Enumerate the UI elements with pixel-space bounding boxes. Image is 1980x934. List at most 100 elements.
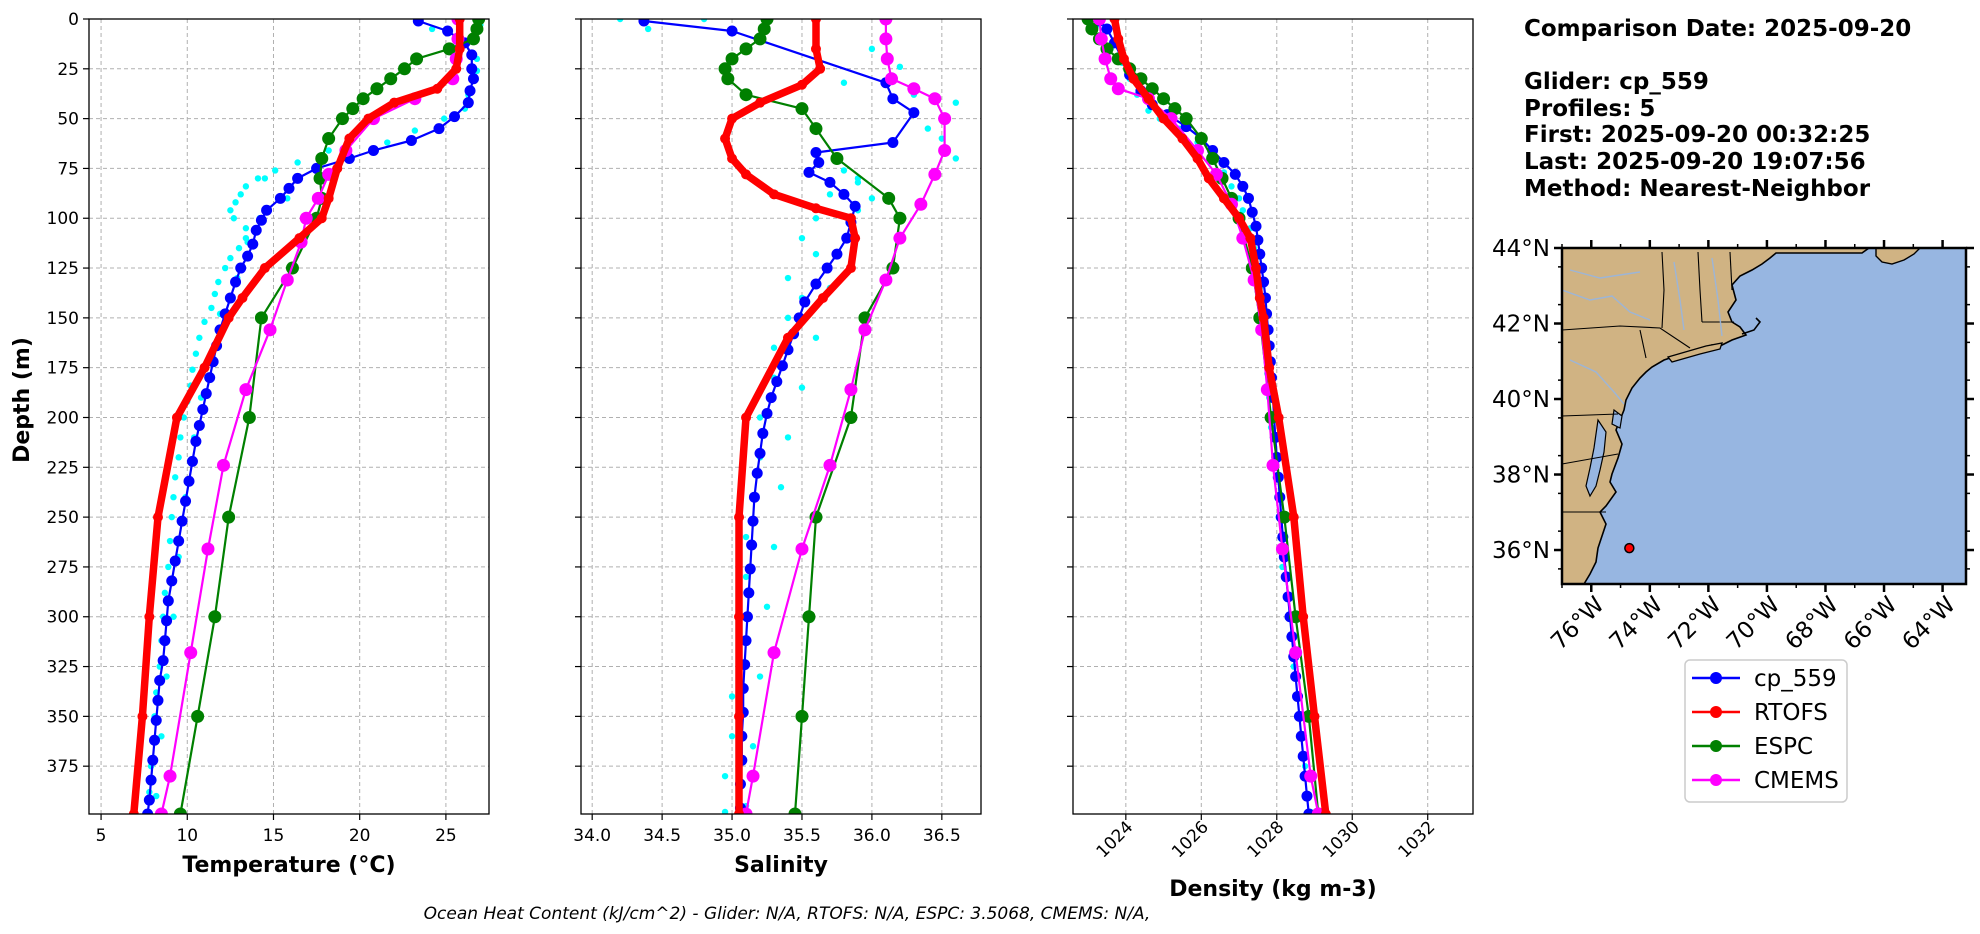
first-profile-time: First: 2025-09-20 00:32:25 xyxy=(1524,122,1870,148)
salinity-glider-scatter-point xyxy=(784,314,792,322)
salinity-cp-559-point xyxy=(743,587,755,599)
salinity-cp-559-point xyxy=(751,467,763,479)
density-cmems-point xyxy=(1094,32,1108,46)
temperature-espc-point xyxy=(322,132,336,146)
density-cmems-point xyxy=(1266,458,1280,472)
temperature-cp-559-point xyxy=(250,224,262,236)
temperature-cp-559-point xyxy=(166,575,178,587)
temperature-cp-559-point xyxy=(183,475,195,487)
salinity-cmems-point xyxy=(823,458,837,472)
density-espc-point xyxy=(1168,102,1182,116)
temperature-rtofs-point xyxy=(454,43,465,54)
depth-tick-label: 0 xyxy=(68,10,79,30)
salinity-rtofs-point xyxy=(727,113,738,124)
map-land xyxy=(1562,248,1871,584)
temperature-glider-scatter-point xyxy=(175,454,182,461)
salinity-glider-scatter-point xyxy=(812,334,820,341)
salinity-rtofs-point xyxy=(815,63,826,74)
salinity-espc-point xyxy=(725,52,739,66)
temperature-cp-559-point xyxy=(467,73,479,85)
temperature-glider-scatter-point xyxy=(158,733,165,740)
salinity-glider-scatter-point xyxy=(938,135,946,142)
temperature-cp-559-point xyxy=(176,515,188,527)
legend: cp_559 RTOFS ESPC CMEMS xyxy=(1684,659,1848,803)
temperature-glider-scatter-point xyxy=(294,159,301,166)
salinity-glider-scatter-point xyxy=(826,191,834,198)
density-espc-point xyxy=(1085,22,1099,36)
temperature-cp-559-point xyxy=(152,694,164,706)
density-axis-label: Density (kg m-3) xyxy=(1169,877,1377,902)
salinity-espc-point xyxy=(844,410,858,424)
density-cmems-point xyxy=(1104,72,1118,86)
salinity-cmems-point xyxy=(767,646,781,660)
comparison-date: Comparison Date: 2025-09-20 xyxy=(1524,16,1911,42)
salinity-rtofs-point xyxy=(734,809,745,814)
temperature-cmems-point xyxy=(239,383,253,397)
salinity-rtofs-point xyxy=(755,97,766,108)
salinity-cp-559-point xyxy=(765,392,777,404)
temperature-glider-scatter-point xyxy=(180,414,188,421)
temperature-cp-559-point xyxy=(412,19,424,27)
salinity-espc-point xyxy=(757,22,771,36)
temperature-cp-559-point xyxy=(247,238,259,250)
temperature-glider-scatter-point xyxy=(230,215,238,222)
salinity-cp-559-point xyxy=(908,107,920,119)
salinity-glider-scatter-point xyxy=(728,733,736,740)
legend-espc-marker xyxy=(1710,740,1722,752)
density-cmems-point xyxy=(1092,19,1106,26)
temperature-cp-559-point xyxy=(190,435,202,447)
salinity-xtick-label: 35.5 xyxy=(783,826,821,846)
density-rtofs-point xyxy=(1109,19,1120,24)
map-lat-label: 38°N xyxy=(1492,463,1550,489)
salinity-cp-559-point xyxy=(849,200,861,212)
temperature-rtofs-point xyxy=(237,292,248,303)
density-rtofs-point xyxy=(1288,512,1299,523)
salinity-espc-point xyxy=(802,610,816,624)
temperature-rtofs-point xyxy=(128,809,139,814)
salinity-rtofs-point xyxy=(850,233,861,244)
temperature-glider-scatter-point xyxy=(411,127,419,134)
density-rtofs-point xyxy=(1158,113,1169,124)
legend-rtofs-marker xyxy=(1710,706,1722,718)
salinity-cp-559-point xyxy=(776,360,788,372)
state-borders xyxy=(1562,251,1734,513)
density-cp-559-point xyxy=(1250,220,1262,232)
density-cp-559-point xyxy=(1301,790,1313,802)
salinity-cp-559-point xyxy=(810,278,822,290)
temperature-glider-scatter-point xyxy=(242,183,250,190)
density-rtofs-point xyxy=(1143,93,1154,104)
temperature-cp-559-point xyxy=(255,214,267,226)
map-lon-label: 68°W xyxy=(1780,592,1843,655)
temperature-cp-559-point xyxy=(433,123,445,135)
temperature-glider-scatter-point xyxy=(440,115,448,122)
temperature-cp-559-point xyxy=(405,135,417,147)
temperature-glider-scatter-point xyxy=(192,350,200,357)
temperature-cp-559-point xyxy=(235,262,247,274)
depth-tick-label: 325 xyxy=(47,658,79,678)
salinity-glider-scatter-point xyxy=(777,484,785,491)
temperature-cp-559-point xyxy=(159,635,171,647)
salinity-xtick-label: 34.5 xyxy=(643,826,681,846)
temperature-glider-scatter-point xyxy=(163,673,170,680)
temperature-cmems-point xyxy=(311,191,325,205)
salinity-glider-scatter-point xyxy=(770,543,778,551)
salinity-glider-scatter-point xyxy=(840,167,848,174)
temperature-cp-559-point xyxy=(169,555,181,567)
map-lon-label: 72°W xyxy=(1663,592,1726,655)
depth-tick-label: 100 xyxy=(47,209,79,229)
legend-cp-559-label: cp_559 xyxy=(1754,666,1837,692)
density-rtofs-point xyxy=(1128,73,1139,84)
salinity-glider-scatter-point xyxy=(798,234,806,242)
map-lon-label: 76°W xyxy=(1546,592,1609,655)
temperature-glider-scatter-point xyxy=(170,613,177,620)
density-espc-point xyxy=(1179,112,1193,126)
temperature-cp-559-point xyxy=(462,97,474,109)
salinity-glider-scatter-point xyxy=(770,344,778,351)
temperature-frame xyxy=(88,18,490,815)
salinity-cmems-point xyxy=(884,72,898,86)
salinity-cp-559-line xyxy=(642,19,916,810)
salinity-cp-559-point xyxy=(887,93,899,105)
glider-name: Glider: cp_559 xyxy=(1524,69,1709,95)
temperature-grid xyxy=(89,18,489,814)
